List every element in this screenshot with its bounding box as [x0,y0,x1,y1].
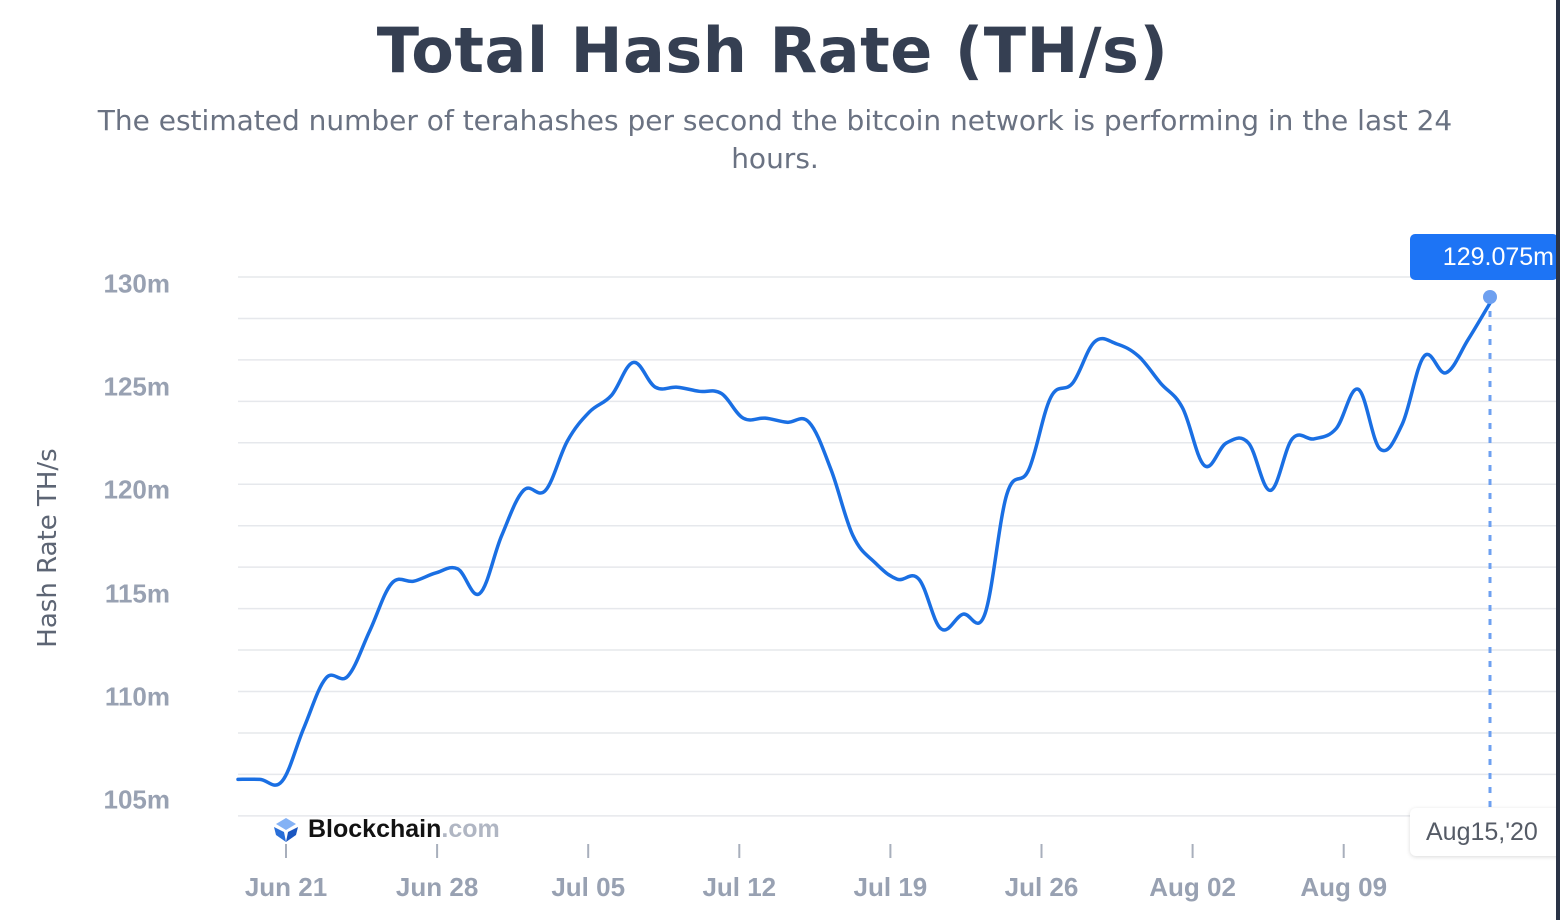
x-tick-label: Aug 02 [1149,872,1236,902]
hover-marker[interactable] [1483,290,1497,304]
y-tick-label: 130m [103,268,171,299]
x-tick-label: Jul 12 [702,872,777,902]
y-tick-label: 120m [103,474,171,505]
hash-rate-line[interactable] [236,301,1492,787]
brand-name: Blockchain [308,815,442,843]
x-tick-label: Jun 28 [395,872,479,902]
y-tick-label: 115m [104,578,170,609]
chart-subtitle: The estimated number of terahashes per s… [97,104,1453,175]
chart-title: Total Hash Rate (TH/s) [376,14,1169,87]
x-tick-label: Jul 26 [1004,872,1079,902]
x-tick-marks [285,844,1345,858]
tooltip-date: Aug15,'20 [1410,808,1560,856]
tooltip-value: 129.075m [1410,234,1558,280]
x-tick-label: Jul 19 [853,872,928,902]
gridlines [238,276,1560,817]
y-tick-label: 105m [103,784,171,815]
blockchain-logo: Blockchain .com [272,815,500,844]
x-tick-label: Jun 21 [244,872,328,902]
window-edge [1556,0,1560,920]
y-tick-label: 110m [104,681,170,712]
y-tick-label: 125m [103,371,171,402]
x-tick-label: Jul 05 [551,872,626,902]
x-tick-label: Aug 09 [1300,872,1388,902]
blockchain-cube-icon [274,817,298,842]
brand-tld: .com [441,815,500,843]
